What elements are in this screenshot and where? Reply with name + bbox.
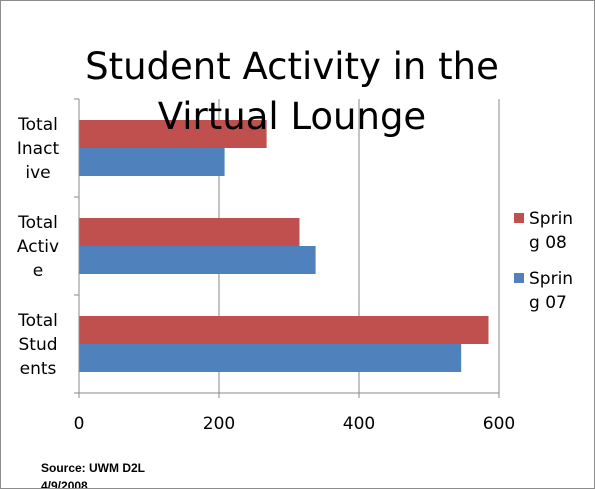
legend-swatch-1 — [514, 273, 524, 283]
category-label-line: ents — [20, 359, 57, 379]
x-tick-label: 0 — [74, 414, 85, 434]
category-label-line: Inact — [17, 139, 60, 159]
source-line-1: Source: UWM D2L — [41, 461, 146, 475]
legend-label-line: Sprin — [529, 269, 573, 289]
bar-spring-07-total-active — [79, 246, 316, 274]
category-label-line: e — [33, 261, 43, 281]
label-layer: Total Stud ents Total Activ e Total Inact ive 0 20… — [17, 115, 515, 434]
x-tick-label: 200 — [203, 414, 235, 434]
category-label-line: Total — [17, 311, 58, 331]
x-tick-label: 400 — [343, 414, 375, 434]
legend-label-line: g 07 — [529, 293, 567, 313]
category-label-line: Total — [17, 213, 58, 233]
axis-layer — [74, 98, 500, 398]
bar-spring-08-total-students — [79, 316, 489, 344]
bar-spring-08-total-active — [79, 218, 300, 246]
chart-title-line: Virtual Lounge — [158, 95, 426, 138]
legend-swatch-0 — [514, 213, 524, 223]
chart-title: Student Activity in the Virtual Lounge — [85, 45, 499, 138]
x-tick-label: 600 — [483, 414, 515, 434]
legend: Sprin g 08 Sprin g 07 — [514, 209, 573, 313]
category-label-line: ive — [25, 163, 50, 183]
category-label-line: Total — [17, 115, 58, 135]
bar-spring-07-total-students — [79, 344, 462, 372]
legend-label-line: Sprin — [529, 209, 573, 229]
bar-spring-08-total-inactive — [79, 120, 267, 148]
legend-label-line: g 08 — [529, 233, 567, 253]
bar-spring-07-total-inactive — [79, 148, 225, 176]
category-label-line: Activ — [17, 237, 59, 257]
chart-title-line: Student Activity in the — [85, 45, 499, 88]
category-label-line: Stud — [18, 335, 57, 355]
source-line-2: 4/9/2008 — [41, 479, 88, 489]
bar-layer — [79, 120, 489, 372]
